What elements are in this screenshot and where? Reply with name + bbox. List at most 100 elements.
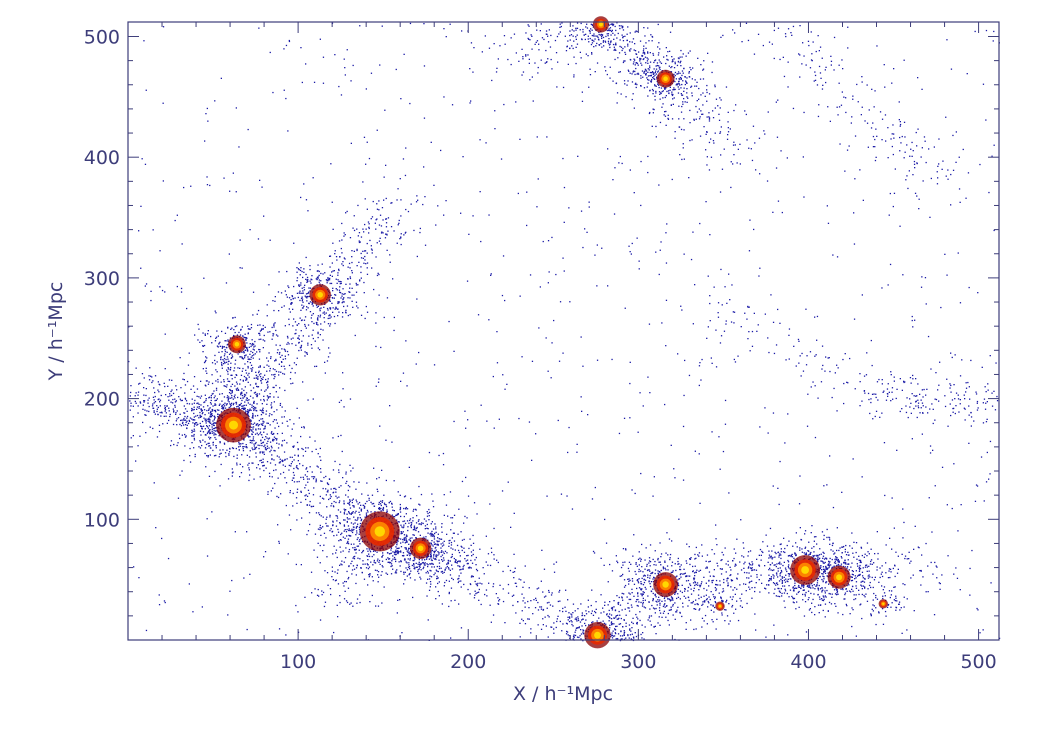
particle-point (604, 41, 607, 43)
particle-point (346, 517, 348, 519)
particle-point (493, 527, 495, 530)
particle-points (128, 22, 1001, 642)
particle-point (191, 410, 193, 412)
particle-point (366, 252, 368, 254)
particle-point (301, 81, 303, 84)
particle-point (156, 405, 158, 407)
particle-point (404, 232, 406, 234)
particle-point (729, 596, 732, 598)
particle-point (804, 601, 807, 603)
particle-point (678, 126, 681, 128)
particle-point (210, 335, 212, 338)
particle-point (396, 199, 398, 201)
particle-point (517, 192, 519, 195)
particle-point (273, 323, 275, 325)
particle-point (528, 618, 530, 620)
particle-point (648, 69, 650, 71)
particle-point (631, 489, 633, 491)
particle-point (356, 530, 358, 532)
particle-point (671, 59, 674, 61)
particle-point (264, 438, 266, 441)
particle-point (757, 33, 760, 35)
particle-point (217, 415, 219, 418)
particle-point (915, 131, 917, 134)
particle-point (180, 291, 183, 293)
particle-point (521, 610, 523, 612)
particle-point (296, 488, 299, 490)
particle-point (916, 162, 918, 165)
particle-point (957, 398, 960, 400)
particle-point (327, 280, 329, 282)
particle-point (398, 219, 400, 222)
particle-point (215, 399, 217, 401)
particle-point (856, 563, 858, 565)
particle-point (735, 552, 737, 554)
particle-point (861, 294, 863, 296)
particle-point (917, 405, 919, 407)
particle-point (636, 56, 638, 58)
particle-point (448, 605, 450, 608)
particle-point (261, 328, 263, 330)
particle-point (365, 163, 367, 165)
particle-point (622, 564, 624, 566)
particle-point (685, 575, 687, 578)
particle-point (288, 308, 290, 310)
particle-point (480, 404, 482, 406)
particle-point (883, 442, 886, 444)
particle-point (258, 370, 260, 372)
particle-point (198, 403, 200, 405)
particle-point (615, 632, 617, 635)
particle-point (370, 561, 372, 563)
particle-point (702, 69, 704, 71)
particle-point (908, 170, 910, 172)
particle-point (343, 519, 345, 521)
particle-point (537, 609, 540, 611)
particle-point (380, 500, 382, 502)
particle-point (562, 610, 564, 613)
particle-point (840, 104, 843, 106)
particle-point (235, 374, 237, 376)
particle-point (374, 550, 376, 552)
particle-point (817, 115, 820, 118)
particle-point (524, 602, 526, 604)
particle-point (155, 527, 157, 529)
particle-point (130, 402, 132, 404)
particle-point (860, 114, 862, 116)
particle-point (240, 392, 242, 394)
particle-point (223, 405, 226, 407)
particle-point (329, 255, 331, 257)
particle-point (431, 521, 433, 523)
particle-point (289, 491, 291, 494)
particle-point (207, 427, 210, 429)
particle-point (371, 249, 373, 251)
particle-point (272, 333, 274, 335)
particle-point (846, 563, 848, 565)
particle-point (793, 345, 795, 347)
particle-point (588, 201, 590, 203)
particle-point (763, 130, 765, 132)
particle-point (300, 490, 302, 492)
particle-point (335, 549, 338, 551)
particle-point (445, 36, 447, 38)
particle-point (591, 29, 593, 31)
particle-point (803, 196, 805, 198)
particle-point (701, 581, 703, 583)
particle-point (634, 70, 636, 73)
particle-point (719, 131, 722, 133)
particle-point (576, 27, 579, 29)
particle-point (927, 565, 929, 567)
particle-point (293, 242, 295, 244)
particle-point (734, 144, 736, 146)
particle-point (444, 568, 446, 571)
particle-point (802, 42, 804, 44)
particle-point (475, 564, 477, 566)
particle-point (986, 451, 988, 454)
particle-point (227, 358, 229, 360)
particle-point (463, 564, 465, 567)
particle-point (690, 258, 693, 261)
particle-point (260, 329, 262, 331)
particle-point (573, 56, 575, 58)
particle-point (366, 141, 368, 143)
particle-point (249, 353, 251, 355)
particle-point (211, 414, 213, 417)
